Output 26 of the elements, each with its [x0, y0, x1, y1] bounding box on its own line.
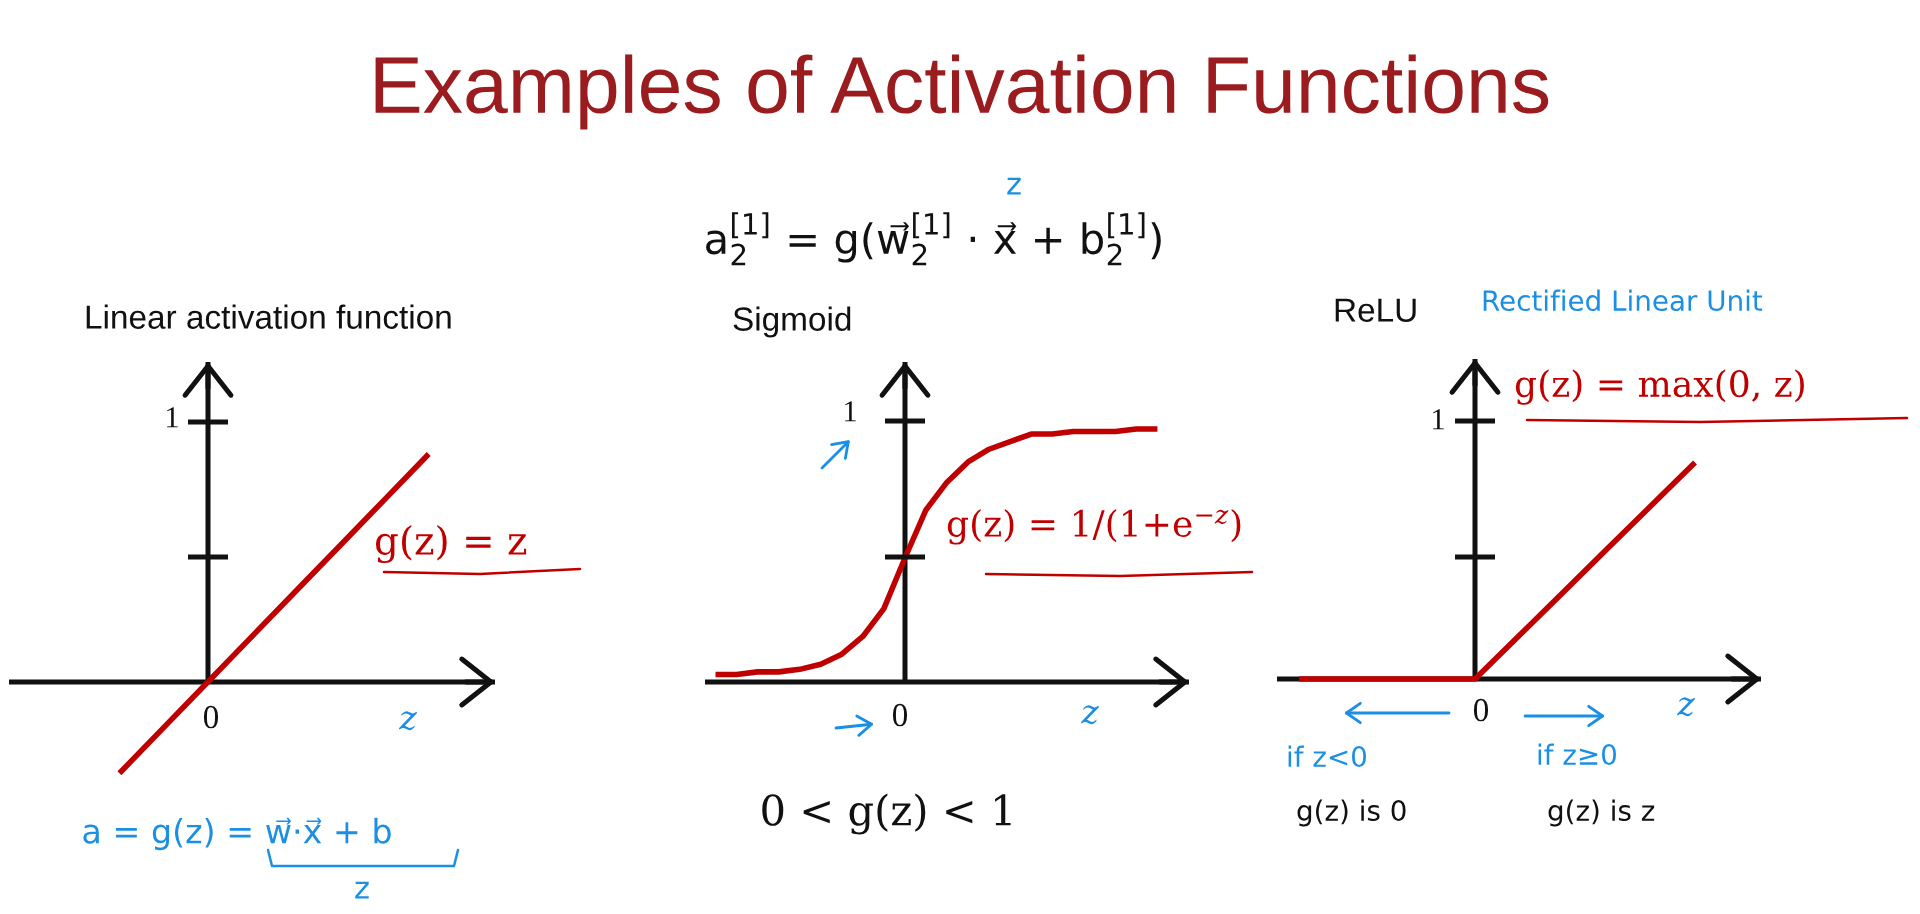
series-label: g(z) = z	[375, 524, 527, 564]
chart-subtitle: Rectified Linear Unit	[1483, 289, 1763, 312]
text: if z≥0	[1538, 743, 1617, 766]
text: 1	[167, 407, 178, 428]
text: 1	[845, 401, 856, 422]
x-axis-title: z	[1676, 697, 1695, 717]
text: z	[1007, 177, 1021, 195]
text: g(z) is 0	[1297, 799, 1406, 827]
text: a = g(z) = w⃗·x⃗ + b	[83, 817, 391, 851]
text: g(z) is z	[1548, 799, 1655, 827]
x-axis-title: z	[1080, 705, 1099, 725]
text: 0	[1473, 698, 1489, 722]
annotation: 0	[203, 705, 219, 729]
chart-title: Sigmoid	[733, 306, 851, 338]
text: z	[355, 881, 369, 899]
text: g(z) = max(0, z)	[1515, 369, 1804, 405]
text: 0	[892, 703, 908, 727]
chart-title: Linear activation function	[86, 304, 451, 329]
x-axis-title: z	[398, 711, 417, 731]
text: if z<0	[1288, 745, 1367, 768]
text: 0 < g(z) < 1	[762, 793, 1011, 835]
chart-title: ReLU	[1335, 298, 1416, 322]
text: a$^{[1]}$$_{2}$ = g(w⃗$^{[1]}$$_{2}$ · x⃗ + b$^{[1]}$$_{2}$)	[706, 212, 1161, 266]
series-label: g(z) = 1/(1+e$^{−z}$)	[947, 509, 1241, 545]
text: Examples of Activation Functions	[375, 54, 1549, 130]
text: 1	[1433, 409, 1444, 430]
